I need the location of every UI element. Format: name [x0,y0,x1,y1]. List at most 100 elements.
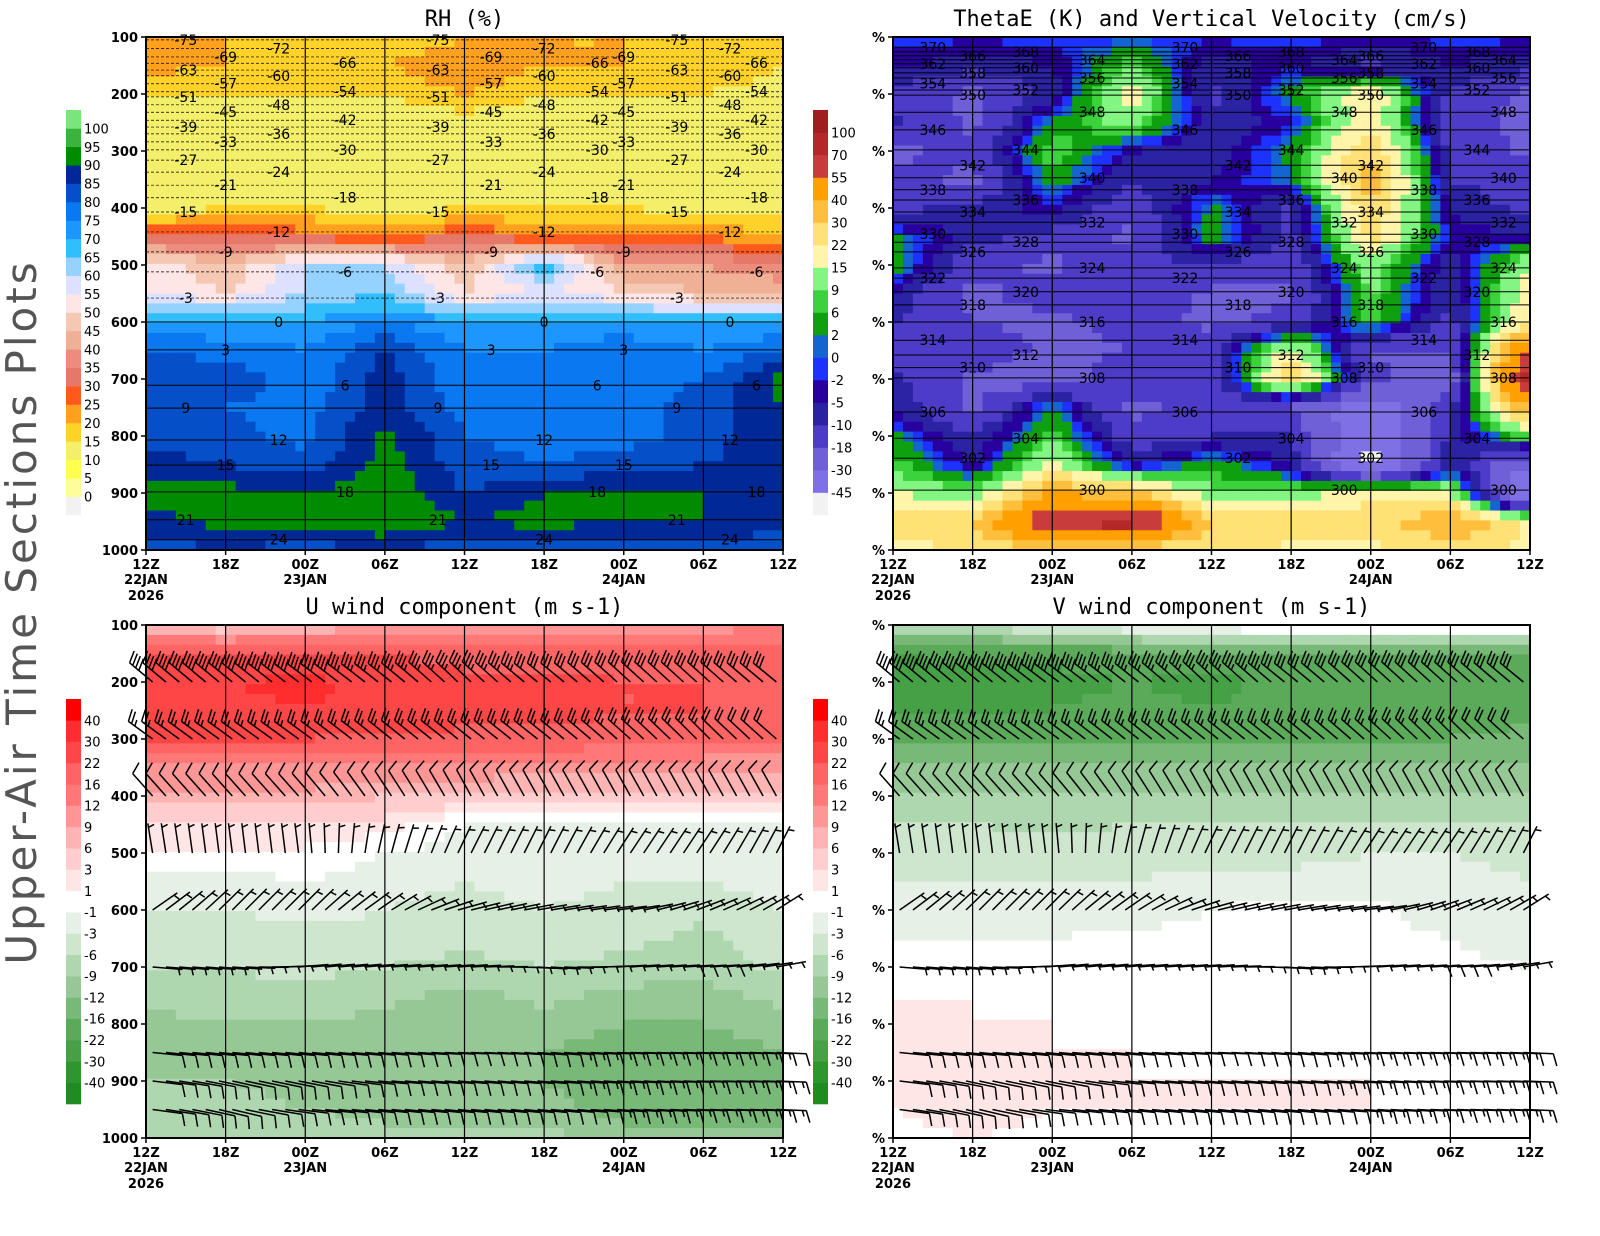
field-cell [185,332,197,344]
field-cell [1121,224,1133,235]
field-cell [384,402,396,413]
field-cell [504,382,515,393]
field-cell [514,184,525,196]
field-cell [1241,175,1252,186]
field-cell [285,106,296,117]
field-cell [504,372,515,383]
field-cell [484,214,495,226]
field-cell [1141,234,1153,245]
field-cell [554,135,565,147]
field-cell [573,342,585,354]
field-cell [295,66,306,78]
field-cell [384,86,396,97]
field-cell [1131,204,1143,216]
field-cell [155,362,167,374]
field-cell [544,184,555,196]
field-cell [504,86,515,97]
field-cell [325,76,336,87]
field-cell [1440,155,1451,166]
field-cell [1141,56,1153,68]
field-cell [534,402,545,413]
field-cell [723,392,734,403]
field-cell [494,224,505,235]
field-cell [1221,234,1232,245]
field-cell [524,155,535,166]
field-cell [703,46,714,58]
field-cell [583,244,595,255]
field-cell [444,37,456,48]
field-cell [205,530,217,541]
field-cell [325,96,336,107]
field-cell [743,145,754,156]
field-cell [484,421,495,433]
field-cell [753,441,764,452]
field-cell [603,392,615,403]
field-cell [902,214,914,226]
field-cell [1261,175,1272,186]
field-cell [573,96,585,107]
field-cell [255,332,267,344]
field-cell [205,115,217,127]
field-cell [245,263,257,275]
field-cell [683,451,695,462]
field-cell [593,461,605,472]
field-cell [484,480,495,492]
field-cell [962,37,974,48]
field-cell [1311,135,1322,147]
field-cell [454,184,466,196]
field-cell [623,106,635,117]
field-cell [205,323,217,334]
field-cell [1211,204,1223,216]
field-cell [534,76,545,87]
field-cell [275,283,286,295]
field-cell [1092,234,1103,245]
field-cell [673,135,685,147]
field-cell [613,224,625,235]
field-cell [1072,234,1083,245]
field-cell [623,421,635,433]
field-cell [474,323,485,334]
field-cell [374,480,386,492]
field-cell [1151,234,1163,245]
field-cell [753,352,764,364]
field-cell [305,530,316,541]
field-cell [1042,214,1053,226]
field-cell [305,125,316,137]
field-cell [514,520,525,531]
field-cell [345,125,356,137]
field-cell [474,382,485,393]
field-cell [315,106,326,117]
field-cell [374,372,386,383]
field-cell [146,480,157,492]
field-cell [613,273,625,285]
field-cell [494,530,505,541]
field-cell [524,461,535,472]
field-cell [325,145,336,156]
field-cell [1261,106,1272,117]
field-cell [484,115,495,127]
field-cell [564,125,575,137]
field-cell [285,115,296,127]
field-cell [972,115,984,127]
field-cell [185,165,197,176]
field-cell [1400,165,1412,176]
field-cell [544,402,555,413]
field-cell [713,106,724,117]
field-cell [1251,204,1262,216]
field-cell [454,263,466,275]
field-cell [295,224,306,235]
field-cell [753,342,764,354]
field-cell [225,194,237,206]
field-cell [315,224,326,235]
field-cell [225,530,237,541]
field-cell [593,46,605,58]
field-cell [1131,37,1143,48]
colorbar-box [66,478,81,497]
field-cell [1301,214,1312,226]
field-cell [335,224,346,235]
field-cell [414,46,426,58]
field-cell [663,56,675,68]
field-cell [185,362,197,374]
field-cell [255,490,267,502]
field-cell [146,421,157,433]
